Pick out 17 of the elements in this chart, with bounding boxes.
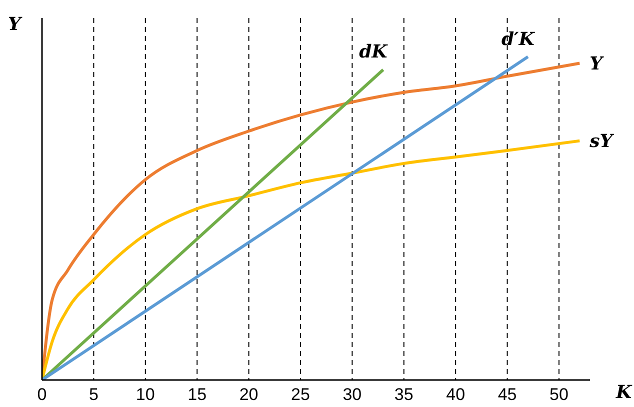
series-label: sY: [588, 130, 615, 152]
x-tick-label: 50: [550, 385, 568, 404]
x-tick-label: 15: [188, 385, 207, 404]
series-label: d′K: [501, 28, 536, 50]
x-tick-label: 25: [291, 385, 310, 404]
series-label: dK: [359, 42, 389, 63]
x-tick-label: 40: [446, 385, 466, 404]
x-tick-label: 20: [239, 385, 258, 404]
x-axis-title: K: [615, 382, 633, 403]
series-label: Y: [590, 53, 605, 74]
x-tick-label: 5: [88, 385, 98, 404]
x-tick-label: 10: [136, 385, 155, 404]
x-tick-label: 30: [342, 385, 362, 404]
x-tick-label: 45: [498, 385, 517, 404]
x-tick-label: 0: [37, 385, 47, 404]
y-axis-title: Y: [8, 14, 23, 35]
x-tick-label: 35: [394, 385, 414, 404]
